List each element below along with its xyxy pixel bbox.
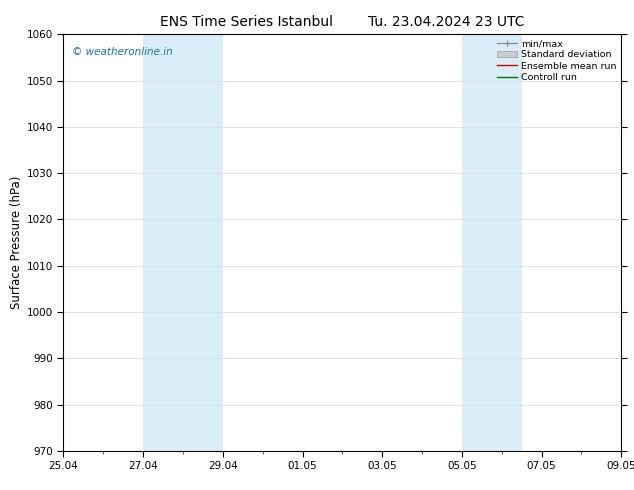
Title: ENS Time Series Istanbul        Tu. 23.04.2024 23 UTC: ENS Time Series Istanbul Tu. 23.04.2024 … bbox=[160, 15, 524, 29]
Legend: min/max, Standard deviation, Ensemble mean run, Controll run: min/max, Standard deviation, Ensemble me… bbox=[495, 37, 619, 84]
Y-axis label: Surface Pressure (hPa): Surface Pressure (hPa) bbox=[10, 176, 23, 309]
Text: © weatheronline.in: © weatheronline.in bbox=[72, 47, 172, 57]
Bar bbox=[462, 34, 522, 451]
Bar bbox=[143, 34, 223, 451]
